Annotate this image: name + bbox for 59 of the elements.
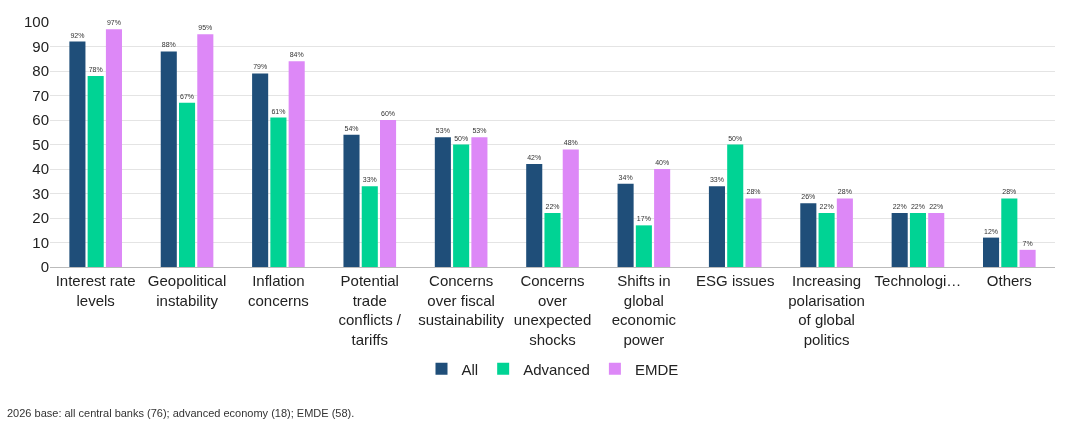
y-tick-label: 70 (32, 86, 49, 104)
x-tick-label: Increasing polarisation of global politics (788, 272, 865, 348)
x-tick-label: Inflation concerns (247, 272, 309, 309)
bar (928, 213, 945, 267)
bar (434, 137, 451, 267)
x-tick-label: Interest rate levels (55, 272, 136, 309)
bar (1001, 198, 1018, 267)
bar (380, 120, 397, 267)
bar (544, 213, 561, 267)
y-tick-label: 40 (32, 160, 49, 178)
legend-label: Advanced (523, 360, 590, 378)
bar (270, 117, 287, 267)
bar (453, 144, 470, 267)
bar (288, 61, 305, 267)
bar (343, 134, 360, 267)
legend-label: EMDE (634, 360, 679, 378)
bar (179, 102, 196, 267)
bar (197, 34, 214, 267)
text: 2026 base: all central banks (76); advanced economy (18); EMDE (58). (7, 407, 355, 419)
bar (361, 186, 378, 267)
y-tick-label: 50 (32, 135, 49, 153)
x-tick-label: Others (986, 272, 1032, 289)
bar (654, 169, 671, 267)
y-tick-label: 100 (23, 13, 49, 31)
legend-label: All (461, 360, 479, 378)
bar (471, 137, 488, 267)
bar (526, 164, 543, 267)
x-tick-label: ESG issues (696, 272, 775, 289)
y-tick-label: 20 (32, 209, 49, 227)
y-tick-label: 60 (32, 111, 49, 129)
bar (891, 213, 908, 267)
y-tick-label: 10 (32, 233, 49, 251)
bar (818, 213, 835, 267)
x-tick-label: Shifts in global economic power (611, 272, 677, 348)
x-tick-label: Concerns over unexpected shocks (513, 272, 592, 348)
bar (635, 225, 652, 267)
y-tick-label: 90 (32, 37, 49, 55)
x-tick-label: Technologi… (874, 272, 962, 289)
bar (836, 198, 853, 267)
bar (617, 183, 634, 267)
y-tick-label: 0 (40, 258, 49, 276)
bar (708, 186, 725, 267)
y-tick-label: 30 (32, 184, 49, 202)
bar (69, 41, 86, 267)
bar (727, 144, 744, 267)
bar (1019, 249, 1036, 267)
y-tick-label: 80 (32, 62, 49, 80)
bar (800, 203, 817, 267)
x-tick-label: Potential trade conflicts / tariffs (338, 272, 402, 348)
bar (745, 198, 762, 267)
bar (105, 29, 122, 267)
bar (909, 213, 926, 267)
bar (983, 237, 1000, 267)
x-tick-label: Concerns over fiscal sustainability (418, 272, 505, 328)
bar (87, 75, 104, 267)
bar (562, 149, 579, 267)
x-tick-label: Geopolitical instability (147, 272, 227, 309)
bar (160, 51, 177, 267)
bar (252, 73, 269, 267)
